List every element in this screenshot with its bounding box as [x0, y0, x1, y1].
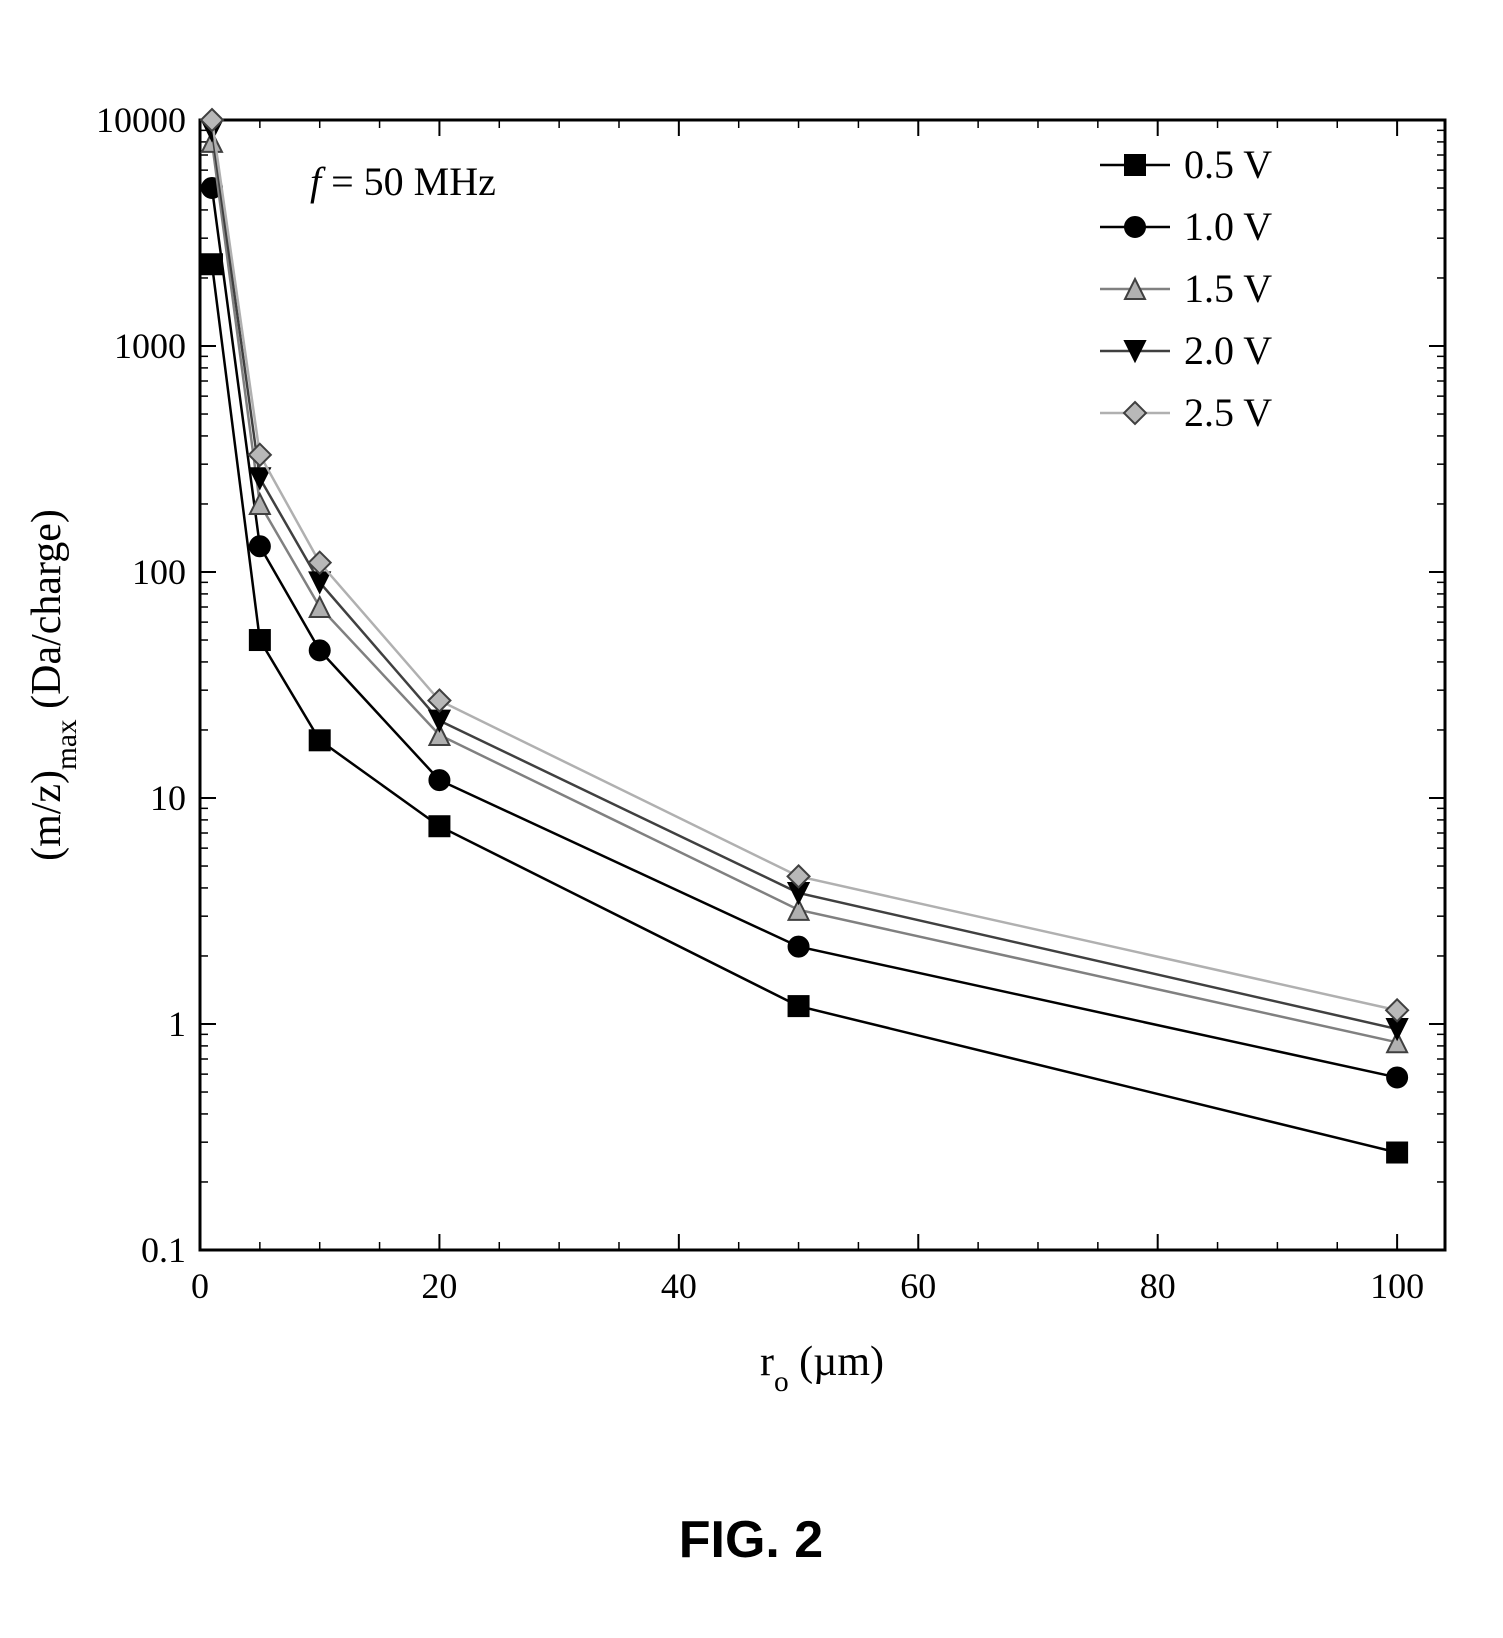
- y-axis-label: (m/z)max (Da/charge): [24, 509, 83, 861]
- y-tick-label: 1000: [114, 326, 186, 366]
- x-tick-label: 100: [1370, 1266, 1424, 1306]
- legend-label: 1.0 V: [1184, 204, 1272, 249]
- figure-2-wrap: 0 20 40 60 80 100 0.1 1 10 100 1000 10000 ro (µm) (m/…: [0, 0, 1503, 1633]
- y-tick-label: 1: [168, 1004, 186, 1044]
- y-tick-label: 100: [132, 552, 186, 592]
- x-tick-label: 0: [191, 1266, 209, 1306]
- y-tick-label: 0.1: [141, 1230, 186, 1270]
- x-tick-label: 60: [900, 1266, 936, 1306]
- y-tick-label: 10000: [96, 100, 186, 140]
- chart-annotation: f = 50 MHz: [310, 159, 496, 204]
- figure-caption: FIG. 2: [651, 1510, 851, 1570]
- y-tick-label: 10: [150, 778, 186, 818]
- legend-label: 1.5 V: [1184, 266, 1272, 311]
- x-tick-label: 20: [421, 1266, 457, 1306]
- x-tick-label: 40: [661, 1266, 697, 1306]
- x-tick-label: 80: [1140, 1266, 1176, 1306]
- legend-label: 2.0 V: [1184, 328, 1272, 373]
- svg-text:(m/z)max (Da/charge): (m/z)max (Da/charge): [24, 509, 83, 861]
- chart-svg: 0 20 40 60 80 100 0.1 1 10 100 1000 10000 ro (µm) (m/…: [0, 0, 1503, 1633]
- x-axis-label: ro (µm): [760, 1339, 884, 1398]
- legend-label: 0.5 V: [1184, 142, 1272, 187]
- legend-label: 2.5 V: [1184, 390, 1272, 435]
